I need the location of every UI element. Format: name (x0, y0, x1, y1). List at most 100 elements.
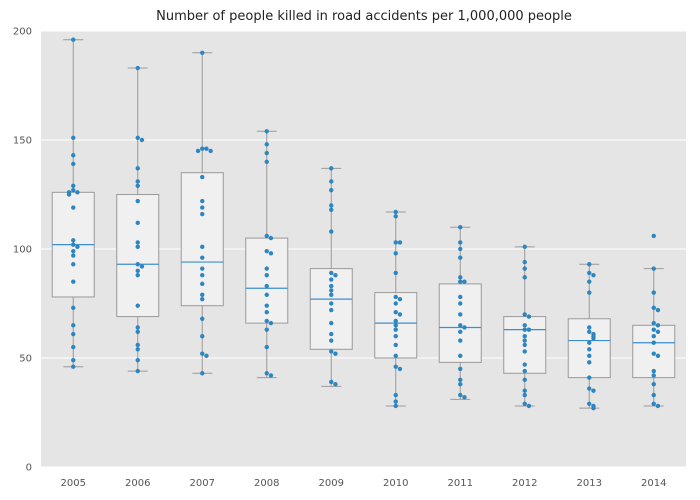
data-point (200, 146, 205, 151)
data-point (268, 373, 274, 378)
data-point (329, 331, 334, 337)
data-point (458, 275, 463, 280)
data-point (135, 303, 140, 308)
data-point (71, 262, 76, 267)
data-point (393, 301, 398, 306)
data-point (329, 288, 334, 293)
data-point (329, 301, 334, 306)
data-point (135, 135, 140, 141)
data-point (591, 272, 596, 278)
data-point (200, 296, 205, 302)
data-point (264, 371, 269, 376)
data-point (71, 242, 76, 247)
data-point (393, 353, 398, 359)
data-point (264, 272, 269, 278)
data-point (651, 320, 656, 326)
x-tick-label: 2009 (319, 478, 344, 489)
data-point (200, 198, 205, 204)
data-point (71, 183, 76, 188)
y-tick-label: 150 (13, 136, 32, 147)
data-point (655, 329, 661, 335)
data-point (587, 386, 592, 391)
data-point (587, 325, 592, 330)
data-point (139, 264, 145, 269)
data-point (71, 37, 76, 42)
data-point (71, 305, 76, 311)
data-point (329, 307, 334, 313)
data-point (655, 307, 661, 313)
data-point (135, 262, 140, 267)
data-point (264, 327, 269, 332)
data-point (71, 135, 76, 141)
y-tick-label: 0 (26, 463, 32, 474)
data-point (393, 270, 398, 276)
data-point (200, 292, 205, 297)
data-point (329, 203, 334, 208)
data-point (393, 364, 398, 369)
data-point (587, 375, 592, 380)
data-point (135, 272, 140, 278)
data-point (393, 294, 398, 300)
data-point (135, 268, 140, 273)
data-point (135, 342, 140, 348)
data-point (522, 368, 527, 374)
data-point (587, 262, 592, 267)
data-point (329, 270, 334, 276)
data-point (264, 129, 269, 134)
data-point (264, 283, 269, 289)
data-point (458, 353, 463, 359)
data-point (71, 153, 76, 158)
data-point (264, 142, 269, 147)
x-tick-label: 2005 (61, 478, 86, 489)
data-point (587, 279, 592, 284)
data-point (393, 318, 398, 324)
data-point (397, 240, 403, 245)
data-point (587, 329, 592, 335)
data-point (651, 327, 656, 332)
data-point (651, 266, 656, 271)
data-point (458, 338, 463, 343)
data-point (587, 270, 592, 276)
data-point (135, 220, 140, 226)
data-point (522, 244, 527, 250)
data-point (71, 248, 76, 254)
data-point (264, 159, 269, 164)
data-point (522, 342, 527, 348)
data-point (458, 240, 463, 245)
data-point (651, 305, 656, 311)
data-point (264, 344, 269, 350)
data-point (651, 340, 656, 345)
data-point (200, 334, 205, 339)
data-point (655, 323, 661, 328)
data-point (591, 405, 596, 411)
data-point (329, 320, 334, 326)
data-point (71, 161, 76, 167)
x-tick-label: 2006 (125, 478, 150, 489)
data-point (651, 392, 656, 398)
data-point (587, 401, 592, 406)
data-point (208, 148, 213, 154)
data-point (458, 301, 463, 306)
data-point (135, 179, 140, 184)
data-point (458, 225, 463, 230)
data-point (393, 214, 398, 219)
data-point (587, 290, 592, 295)
data-point (458, 255, 463, 260)
data-point (329, 229, 334, 234)
data-point (522, 388, 527, 393)
data-point (264, 318, 269, 324)
data-point (587, 347, 592, 352)
y-tick-label: 50 (19, 354, 32, 365)
data-point (651, 381, 656, 387)
chart-title: Number of people killed in road accident… (156, 9, 572, 24)
data-point (71, 253, 76, 258)
data-point (458, 279, 463, 284)
data-point (651, 401, 656, 406)
data-point (522, 362, 527, 367)
data-point (135, 325, 140, 330)
x-tick-label: 2010 (383, 478, 408, 489)
data-point (264, 310, 269, 315)
box (245, 237, 289, 324)
data-point (393, 334, 398, 339)
